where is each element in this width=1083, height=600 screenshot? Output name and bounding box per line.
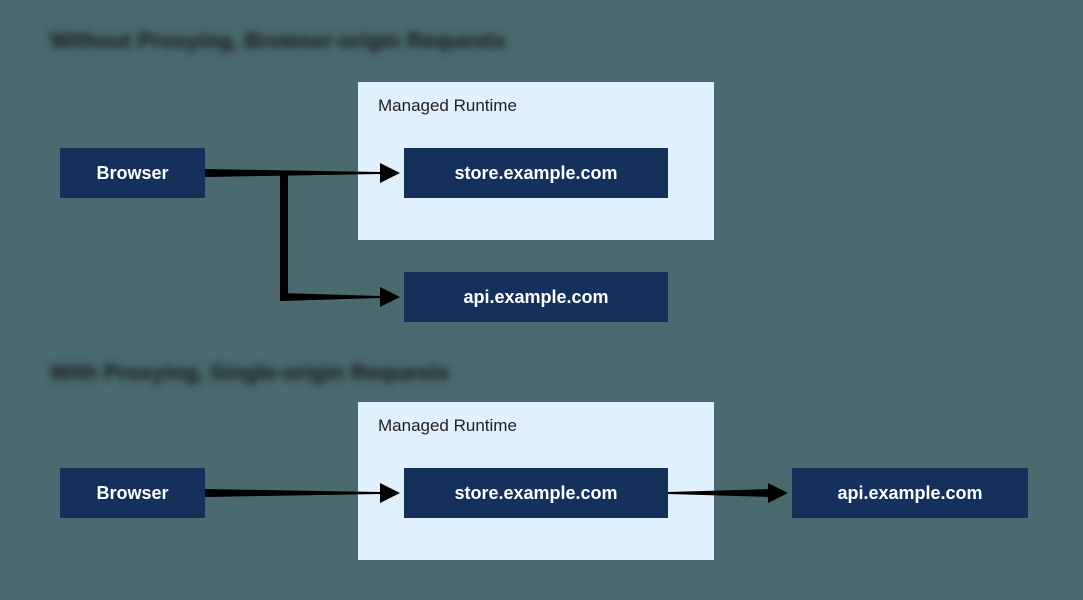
managed-runtime-label-top: Managed Runtime [378, 96, 694, 116]
heading-with-proxy: With Proxying, Single-origin Requests [50, 360, 450, 386]
heading-without-proxy: Without Proxying, Browser-origin Request… [50, 28, 506, 54]
store-node-bottom: store.example.com [404, 468, 668, 518]
api-node-top: api.example.com [404, 272, 668, 322]
store-node-top: store.example.com [404, 148, 668, 198]
api-node-bottom: api.example.com [792, 468, 1028, 518]
browser-node-top: Browser [60, 148, 205, 198]
managed-runtime-label-bottom: Managed Runtime [378, 416, 694, 436]
browser-node-bottom: Browser [60, 468, 205, 518]
